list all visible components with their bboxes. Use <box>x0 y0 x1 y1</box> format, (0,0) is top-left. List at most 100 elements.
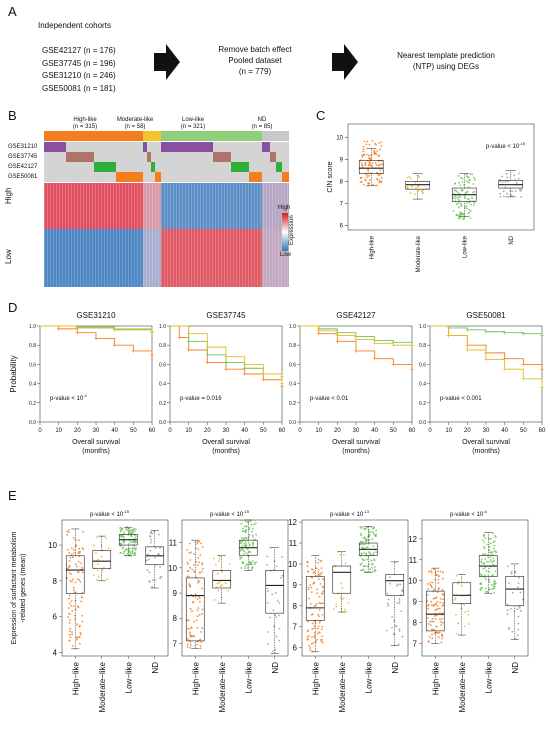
cohort-block <box>151 162 155 172</box>
data-point <box>201 563 203 566</box>
data-point <box>441 621 444 624</box>
data-point <box>433 568 435 571</box>
data-point <box>198 596 201 599</box>
data-point <box>341 586 344 589</box>
data-point <box>275 616 278 618</box>
data-point <box>154 556 156 559</box>
data-point <box>362 145 365 148</box>
data-point <box>315 638 318 641</box>
data-point <box>68 612 71 615</box>
data-point <box>243 525 246 528</box>
data-point <box>239 542 242 544</box>
data-point <box>473 201 476 204</box>
data-point <box>186 637 189 640</box>
data-point <box>442 612 444 615</box>
data-point <box>247 541 250 544</box>
data-point <box>401 589 404 592</box>
data-point <box>414 181 417 184</box>
data-point <box>71 644 74 647</box>
data-point <box>359 543 362 546</box>
data-point <box>506 603 509 606</box>
step-batch-removal: Remove batch effect Pooled dataset (n = … <box>196 44 314 77</box>
data-point <box>380 180 383 183</box>
data-point <box>467 211 470 214</box>
data-point <box>483 574 486 577</box>
data-point <box>364 538 366 540</box>
data-point <box>149 549 152 552</box>
censor-mark <box>410 345 414 350</box>
data-point <box>198 540 201 543</box>
data-point <box>431 581 434 584</box>
y-tick-label: 6 <box>53 613 58 622</box>
data-point <box>186 646 189 648</box>
data-point <box>437 588 440 591</box>
data-point <box>310 613 313 616</box>
data-point <box>375 551 377 554</box>
data-point <box>469 173 472 176</box>
data-point <box>367 563 370 566</box>
data-point <box>79 642 81 645</box>
data-point <box>255 533 258 536</box>
data-point <box>466 202 468 204</box>
x-tick-label: 60 <box>539 428 546 434</box>
data-point <box>317 625 320 628</box>
data-point <box>335 603 338 606</box>
data-point <box>486 560 488 563</box>
data-point <box>493 547 495 550</box>
data-point <box>441 637 443 640</box>
data-point <box>501 181 504 183</box>
data-point <box>81 596 83 599</box>
data-point <box>245 525 248 528</box>
data-point <box>74 545 77 548</box>
data-point <box>488 560 491 563</box>
survival-curve <box>430 325 543 388</box>
cohort-list: GSE42127 (n = 176) GSE37745 (n = 196) GS… <box>42 45 116 95</box>
data-point <box>311 576 314 579</box>
data-point <box>81 620 84 623</box>
data-point <box>457 582 459 585</box>
data-point <box>427 588 429 591</box>
data-point <box>342 553 345 556</box>
box <box>498 180 524 189</box>
data-point <box>421 191 424 194</box>
data-point <box>485 569 488 572</box>
data-point <box>221 584 223 587</box>
data-point <box>199 571 202 574</box>
data-point <box>507 565 510 568</box>
box <box>405 181 431 190</box>
data-point <box>439 601 442 604</box>
data-point <box>66 577 69 579</box>
data-point <box>147 558 150 561</box>
data-point <box>191 568 194 571</box>
data-point <box>492 573 495 576</box>
data-point <box>246 563 249 566</box>
cohort-block <box>231 162 249 172</box>
y-tick-label: 0.8 <box>289 343 296 349</box>
data-point <box>196 615 199 618</box>
data-point <box>158 533 160 536</box>
data-point <box>267 590 270 593</box>
data-point <box>375 144 377 146</box>
y-tick-label: 8 <box>173 614 178 623</box>
data-point <box>186 561 189 564</box>
data-point <box>490 551 493 554</box>
data-point <box>196 540 199 543</box>
censor-mark <box>205 352 210 357</box>
data-point <box>196 581 199 584</box>
data-point <box>436 604 439 607</box>
data-point <box>391 626 393 629</box>
data-point <box>452 196 455 199</box>
data-point <box>361 540 364 543</box>
p-value: p-value < 10-16 <box>486 141 526 150</box>
data-point <box>372 531 374 533</box>
row-group-low: Low <box>4 249 13 264</box>
data-point <box>77 539 80 542</box>
data-point <box>321 592 323 595</box>
panel-label-b: B <box>8 108 17 123</box>
data-point <box>439 597 442 600</box>
data-point <box>493 534 496 537</box>
y-tick-label: 0.2 <box>419 401 426 407</box>
cohort-block <box>143 142 147 152</box>
data-point <box>490 583 493 586</box>
data-point <box>79 580 82 583</box>
